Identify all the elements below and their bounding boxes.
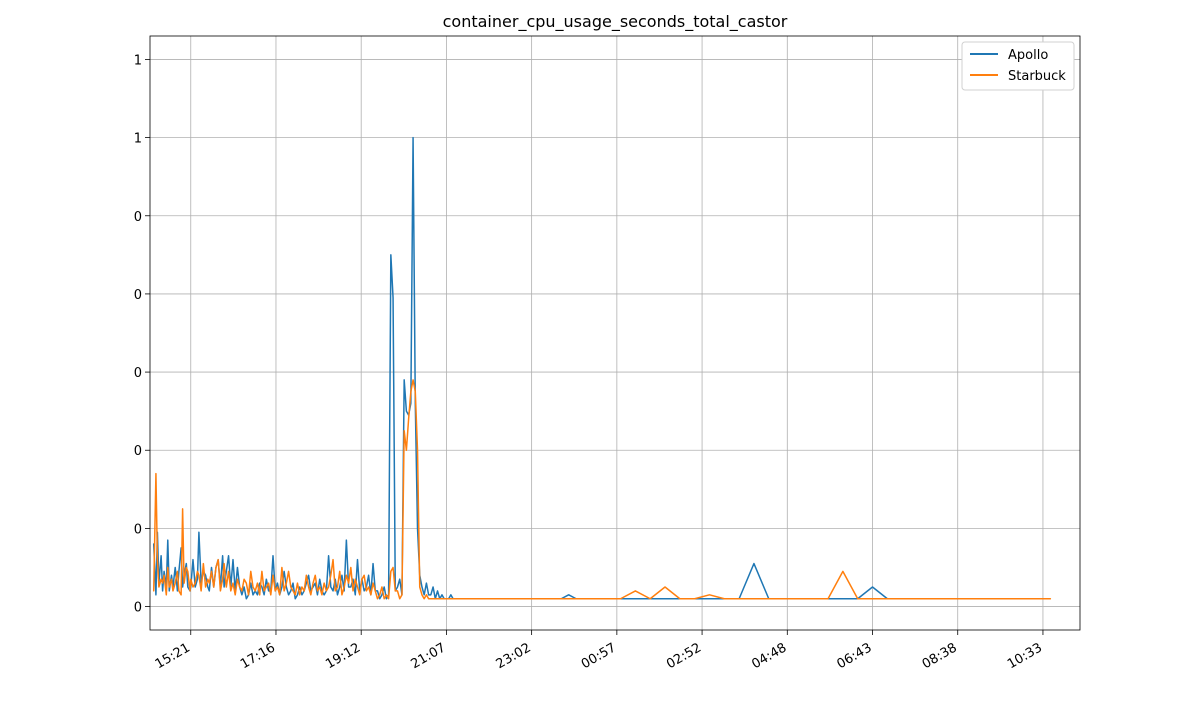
x-tick-label: 02:52 [664,640,704,672]
x-tick-label: 00:57 [579,640,619,672]
y-tick-label: 1 [134,132,142,147]
grid-layer [150,36,1080,630]
series-starbuck-line [152,379,1052,600]
legend-label-starbuck: Starbuck [1008,69,1066,84]
legend-label-apollo: Apollo [1008,48,1048,63]
y-tick-label: 0 [134,522,142,537]
y-tick-label: 1 [134,53,142,68]
x-tick-label: 23:02 [494,640,534,672]
y-tick-label: 0 [134,288,142,303]
x-tick-label: 17:16 [238,640,278,672]
series-layer [152,136,1052,600]
y-tick-label: 0 [134,366,142,381]
plot-frame [149,35,1081,631]
y-axis-ticks: 0 0 0 0 0 0 1 1 [134,53,150,616]
x-tick-label: 08:38 [920,640,960,672]
x-tick-label: 06:43 [835,640,875,672]
x-tick-label: 04:48 [749,640,789,672]
y-tick-label: 0 [134,444,142,459]
y-tick-label: 0 [134,601,142,616]
chart-title: container_cpu_usage_seconds_total_castor [443,12,788,32]
x-axis-ticks: 15:21 17:16 19:12 21:07 23:02 00:57 02:52 04:48… [153,630,1045,672]
x-tick-label: 19:12 [323,640,363,672]
x-tick-label: 21:07 [408,640,448,672]
legend: Apollo Starbuck [961,41,1075,91]
x-tick-label: 15:21 [153,640,193,672]
x-tick-label: 10:33 [1005,640,1045,672]
y-tick-label: 0 [134,210,142,225]
series-apollo-line [152,136,963,600]
